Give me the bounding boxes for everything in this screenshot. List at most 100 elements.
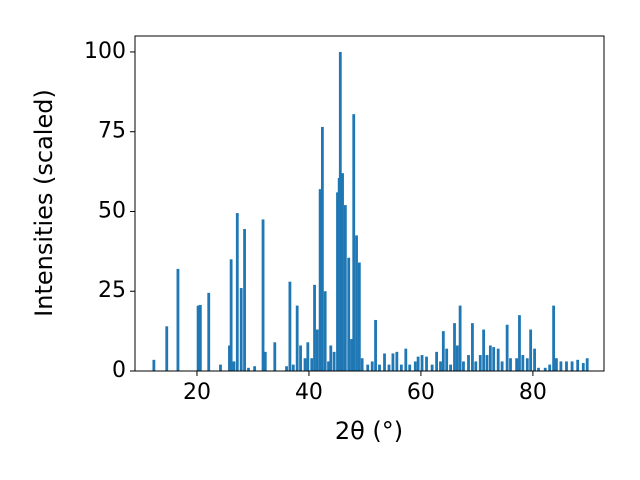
bar bbox=[555, 358, 558, 371]
bar bbox=[360, 358, 364, 371]
bar bbox=[430, 364, 434, 371]
bar bbox=[253, 366, 257, 371]
bar bbox=[581, 363, 585, 371]
bar bbox=[350, 339, 353, 371]
bar bbox=[176, 268, 180, 371]
bar bbox=[425, 356, 428, 371]
bar bbox=[515, 358, 519, 371]
bar bbox=[343, 205, 347, 371]
bar bbox=[207, 292, 211, 371]
bar bbox=[383, 353, 386, 371]
bar bbox=[435, 351, 438, 371]
y-axis-label: Intensities (scaled) bbox=[30, 89, 58, 317]
bar bbox=[399, 364, 403, 371]
bar bbox=[395, 351, 399, 371]
bar bbox=[336, 192, 339, 371]
bar bbox=[391, 353, 395, 371]
bar bbox=[243, 229, 246, 371]
bar bbox=[439, 361, 442, 371]
bar bbox=[455, 345, 459, 371]
bar bbox=[320, 126, 324, 371]
x-axis-label: 2θ (°) bbox=[335, 417, 403, 445]
bar bbox=[152, 359, 156, 371]
bar bbox=[327, 361, 330, 371]
bar bbox=[471, 323, 474, 371]
bar bbox=[239, 288, 243, 371]
bar bbox=[165, 326, 169, 371]
bar bbox=[387, 364, 391, 371]
bar bbox=[537, 367, 540, 371]
bar bbox=[585, 358, 589, 371]
bar bbox=[482, 329, 486, 371]
bar bbox=[370, 361, 374, 371]
bar bbox=[247, 367, 250, 371]
bar bbox=[420, 355, 424, 371]
bar bbox=[529, 329, 533, 371]
bar bbox=[235, 213, 239, 371]
y-tick-label: 75 bbox=[98, 119, 126, 144]
bar bbox=[288, 281, 292, 371]
bar bbox=[310, 358, 314, 371]
bar bbox=[338, 51, 342, 371]
bar bbox=[462, 361, 465, 371]
x-tick-label: 20 bbox=[183, 380, 211, 405]
bar bbox=[378, 364, 381, 371]
y-tick-label: 25 bbox=[98, 278, 126, 303]
bar bbox=[285, 366, 288, 371]
bar bbox=[576, 359, 580, 371]
bar bbox=[366, 364, 370, 371]
x-tick-label: 60 bbox=[407, 380, 435, 405]
bar bbox=[453, 323, 456, 371]
bar bbox=[295, 305, 299, 371]
bar bbox=[488, 345, 492, 371]
bar bbox=[492, 347, 496, 371]
bar bbox=[341, 173, 344, 371]
bar bbox=[355, 235, 358, 371]
bar bbox=[478, 355, 482, 371]
bar bbox=[332, 351, 336, 371]
bar bbox=[228, 345, 231, 371]
bar bbox=[263, 351, 267, 371]
bar bbox=[313, 284, 316, 371]
bar bbox=[416, 356, 420, 371]
bar bbox=[329, 345, 333, 371]
bar bbox=[318, 189, 322, 371]
bar bbox=[323, 291, 327, 371]
bar bbox=[232, 361, 236, 371]
y-tick-label: 50 bbox=[98, 198, 126, 223]
bar bbox=[505, 324, 509, 371]
bar bbox=[467, 355, 470, 371]
bar bbox=[196, 305, 200, 371]
bar bbox=[352, 114, 356, 372]
y-tick-label: 100 bbox=[84, 39, 126, 64]
bar bbox=[559, 361, 563, 371]
bar bbox=[441, 331, 445, 371]
bar bbox=[552, 305, 556, 371]
bar bbox=[521, 355, 525, 371]
bar bbox=[474, 361, 478, 371]
bar bbox=[229, 259, 233, 371]
bar bbox=[500, 361, 504, 371]
bar bbox=[525, 358, 529, 371]
bar bbox=[219, 364, 222, 371]
bar bbox=[306, 342, 310, 371]
x-tick-label: 40 bbox=[295, 380, 323, 405]
bar bbox=[496, 348, 500, 371]
bar bbox=[408, 364, 412, 371]
bar bbox=[543, 367, 547, 371]
bar bbox=[404, 348, 408, 371]
bar bbox=[565, 361, 568, 371]
bar bbox=[548, 364, 552, 371]
bar bbox=[273, 342, 277, 371]
bar bbox=[533, 348, 536, 371]
bar bbox=[291, 364, 295, 371]
bar bbox=[299, 345, 302, 371]
bar bbox=[485, 355, 489, 371]
bar bbox=[509, 358, 512, 371]
bar bbox=[198, 304, 202, 371]
bar bbox=[347, 257, 351, 371]
bar bbox=[357, 262, 361, 371]
bar bbox=[315, 329, 319, 371]
x-tick-label: 80 bbox=[519, 380, 547, 405]
